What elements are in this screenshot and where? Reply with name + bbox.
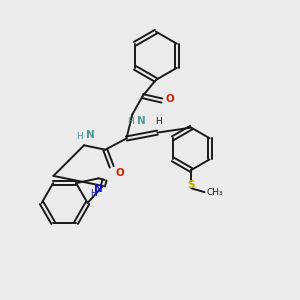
Text: N: N bbox=[137, 116, 146, 126]
Text: S: S bbox=[188, 180, 195, 190]
Text: H: H bbox=[90, 189, 97, 198]
Text: N: N bbox=[85, 130, 94, 140]
Text: H: H bbox=[155, 117, 162, 126]
Text: N: N bbox=[94, 184, 103, 194]
Text: H: H bbox=[127, 117, 134, 126]
Text: CH₃: CH₃ bbox=[206, 188, 223, 197]
Text: O: O bbox=[165, 94, 174, 104]
Text: O: O bbox=[115, 168, 124, 178]
Text: H: H bbox=[76, 132, 83, 141]
